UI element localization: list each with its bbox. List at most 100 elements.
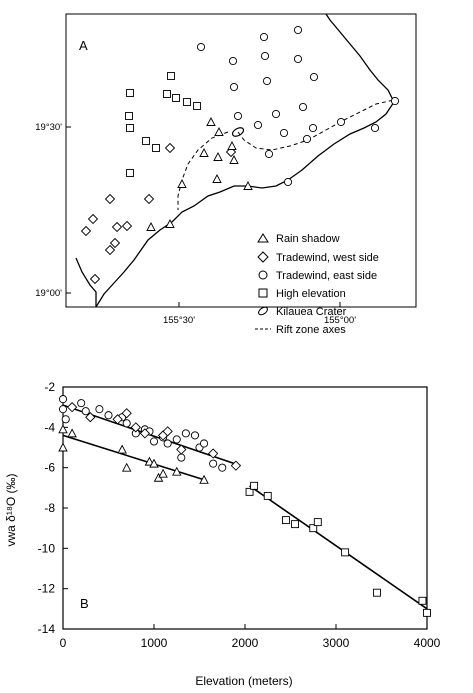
- y-tick-label: -4: [44, 420, 55, 434]
- circle-site-marker: [298, 102, 308, 112]
- circle-data-point: [58, 395, 68, 404]
- square-data-point: [245, 487, 254, 496]
- diamond-data-point: [139, 428, 151, 439]
- circle-data-point: [199, 439, 209, 448]
- diamond-site-marker: [164, 142, 176, 154]
- circle-data-point: [218, 463, 227, 472]
- legend-label: Rain shadow: [276, 233, 340, 245]
- lat-tick-label: 19°30': [35, 122, 62, 133]
- triangle-data-point: [144, 456, 155, 466]
- map-points: [80, 25, 400, 285]
- triangle-marker-icon: [257, 233, 269, 243]
- square-site-marker: [183, 98, 191, 106]
- triangle-site-marker: [227, 141, 237, 150]
- circle-data-point: [163, 439, 172, 448]
- y-tick-label: -2: [44, 380, 55, 394]
- legend-label: High elevation: [276, 288, 346, 300]
- x-tick-label: 2000: [232, 636, 259, 650]
- circle-data-point: [177, 453, 186, 462]
- circle-data-point: [61, 415, 70, 424]
- panel-b-chart: 0 1000 2000 3000 4000 -2 -4 -6 -8 -10 -12 -14 B Ele…: [4, 380, 441, 688]
- chart-points: [58, 395, 431, 617]
- map-frame: [65, 13, 417, 308]
- circle-data-point: [181, 429, 190, 438]
- circle-site-marker: [271, 109, 281, 119]
- diamond-site-marker: [87, 213, 99, 225]
- panel-b-label: B: [80, 596, 89, 611]
- circle-site-marker: [390, 96, 400, 106]
- y-tick-label: -10: [38, 541, 56, 555]
- circle-site-marker: [336, 117, 346, 127]
- square-site-marker: [126, 89, 134, 97]
- triangle-data-point: [158, 468, 168, 478]
- circle-site-marker: [370, 123, 380, 133]
- x-tick-label: 3000: [323, 636, 350, 650]
- square-data-point: [418, 596, 427, 605]
- legend-label: Tradewind, east side: [276, 270, 377, 282]
- triangle-site-marker: [243, 181, 253, 190]
- diamond-data-point: [66, 402, 78, 413]
- circle-site-marker: [262, 76, 272, 86]
- legend-entry-rain-shadow: Rain shadow: [257, 233, 340, 245]
- circle-site-marker: [228, 56, 238, 66]
- lon-tick-label: 155°30': [163, 315, 195, 326]
- circle-site-marker: [308, 123, 318, 133]
- square-site-marker: [172, 94, 180, 102]
- legend-entry-tradewind-east: Tradewind, east side: [258, 270, 377, 282]
- kilauea-crater: [231, 127, 245, 137]
- triangle-site-marker: [214, 127, 224, 136]
- diamond-site-marker: [104, 193, 116, 205]
- circle-site-marker: [293, 25, 303, 35]
- y-tick-label: -12: [38, 582, 56, 596]
- y-tick-label: -14: [38, 622, 56, 636]
- square-site-marker: [126, 124, 134, 132]
- triangle-site-marker: [229, 155, 239, 164]
- triangle-data-point: [149, 458, 159, 468]
- triangle-data-point: [67, 428, 77, 438]
- circle-site-marker: [283, 177, 293, 187]
- triangle-data-point: [117, 444, 127, 454]
- ellipse-marker-icon: [258, 306, 268, 316]
- diamond-site-marker: [89, 273, 101, 285]
- square-data-point: [373, 588, 381, 597]
- circle-site-marker: [260, 51, 270, 61]
- circle-site-marker: [293, 54, 303, 64]
- circle-site-marker: [302, 134, 312, 144]
- triangle-data-point: [58, 424, 68, 434]
- triangle-data-point: [121, 462, 132, 472]
- legend-entry-high-elevation: High elevation: [258, 288, 346, 300]
- diamond-data-point: [208, 448, 219, 459]
- diamond-site-marker: [111, 221, 123, 233]
- square-data-point: [263, 491, 272, 500]
- chart-fit-lines: [62, 404, 428, 610]
- y-axis-title: vwa δ¹⁸O (‰): [4, 473, 18, 546]
- x-tick-label: 1000: [141, 636, 168, 650]
- square-site-marker: [142, 137, 150, 145]
- diamond-data-point: [176, 444, 187, 455]
- circle-data-point: [149, 437, 159, 446]
- panel-a-map: A 19°30' 19°00' 155°30' 155°00' Rain sha…: [35, 13, 417, 336]
- x-axis-title: Elevation (meters): [195, 674, 292, 688]
- map-legend: Rain shadow Tradewind, west side Tradewi…: [255, 233, 379, 336]
- circle-data-point: [95, 405, 104, 414]
- diamond-data-point: [85, 412, 96, 423]
- circle-data-point: [172, 435, 181, 444]
- legend-label: Tradewind, west side: [276, 252, 379, 264]
- legend-entry-tradewind-west: Tradewind, west side: [257, 251, 379, 264]
- circle-data-point: [58, 405, 68, 414]
- square-data-point: [250, 481, 259, 490]
- legend-label: Kilauea Crater: [276, 306, 347, 318]
- square-data-point: [313, 518, 322, 527]
- diamond-data-point: [121, 408, 132, 419]
- square-site-marker: [193, 102, 201, 110]
- triangle-data-point: [199, 474, 209, 484]
- triangle-site-marker: [213, 152, 223, 161]
- square-data-point: [423, 608, 431, 617]
- circle-site-marker: [264, 149, 274, 159]
- circle-data-point: [190, 431, 199, 440]
- circle-data-point: [81, 407, 90, 416]
- circle-site-marker: [233, 111, 243, 121]
- circle-data-point: [104, 411, 113, 420]
- square-marker-icon: [258, 288, 268, 298]
- triangle-site-marker: [212, 174, 222, 183]
